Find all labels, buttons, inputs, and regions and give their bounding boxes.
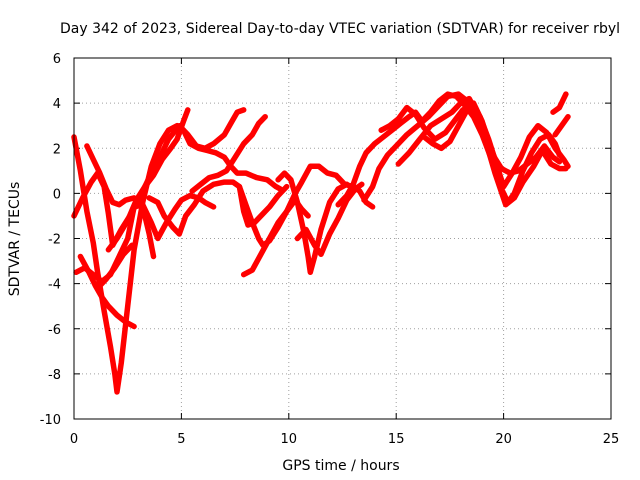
plot-area bbox=[71, 91, 571, 395]
sat-track-4 bbox=[84, 143, 157, 260]
x-tick-label: 15 bbox=[388, 432, 405, 447]
sat-track-17 bbox=[395, 95, 569, 208]
y-tick-label: 6 bbox=[53, 52, 61, 67]
sat-track-18 bbox=[421, 100, 500, 167]
y-tick-label: -8 bbox=[48, 368, 61, 383]
x-axis-label: GPS time / hours bbox=[282, 458, 399, 474]
sat-track-9 bbox=[189, 113, 268, 194]
y-tick-label: -2 bbox=[48, 233, 61, 248]
x-tick-label: 25 bbox=[603, 432, 620, 447]
sat-track-6 bbox=[94, 242, 135, 291]
y-tick-label: -10 bbox=[40, 413, 61, 428]
sat-track-8 bbox=[146, 163, 376, 249]
chart-title: Day 342 of 2023, Sidereal Day-to-day VTE… bbox=[60, 21, 620, 37]
x-tick-label: 20 bbox=[495, 432, 512, 447]
y-tick-label: 0 bbox=[53, 187, 61, 202]
y-tick-label: 2 bbox=[53, 142, 61, 157]
sat-track-1 bbox=[71, 122, 283, 395]
sat-track-20 bbox=[552, 113, 571, 138]
sat-track-10 bbox=[236, 183, 290, 228]
y-tick-label: 4 bbox=[53, 97, 61, 112]
y-tick-label: -4 bbox=[48, 278, 61, 293]
x-tick-label: 10 bbox=[281, 432, 298, 447]
sat-track-19 bbox=[550, 91, 569, 115]
grid-lines bbox=[74, 58, 611, 419]
sat-track-5 bbox=[77, 253, 137, 330]
y-axis-label: SDTVAR / TECUs bbox=[7, 182, 23, 297]
sat-track-13 bbox=[294, 181, 365, 258]
x-tick-label: 0 bbox=[70, 432, 78, 447]
sat-track-7 bbox=[105, 107, 191, 253]
x-tick-label: 5 bbox=[177, 432, 185, 447]
plot-frame bbox=[73, 57, 612, 420]
y-tick-label: -6 bbox=[48, 323, 61, 338]
sat-track-12 bbox=[275, 170, 350, 276]
